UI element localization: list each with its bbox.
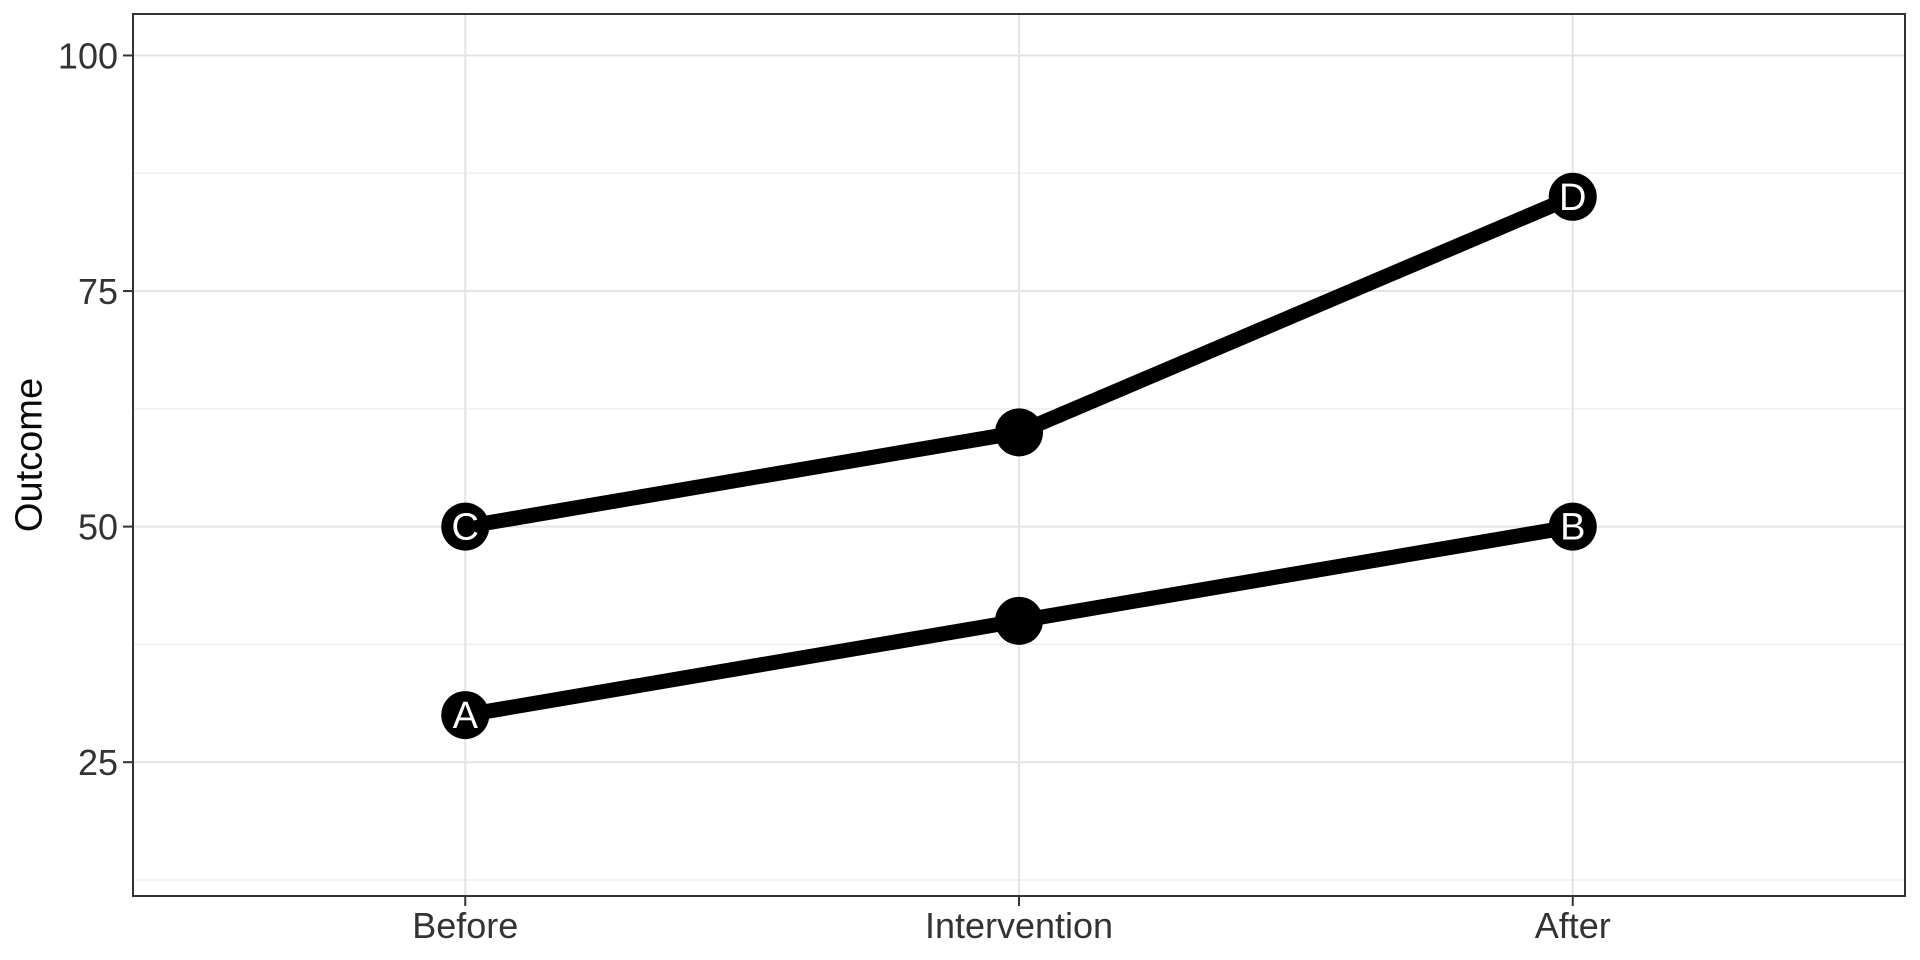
- y-tick-label: 25: [78, 742, 118, 783]
- y-tick-label: 75: [78, 271, 118, 312]
- data-point-upper-group-after: [1548, 172, 1597, 221]
- x-category-label: Intervention: [925, 905, 1113, 946]
- point-label-d: D: [1559, 177, 1586, 219]
- y-tick-label: 50: [78, 507, 118, 548]
- point-label-b: B: [1560, 507, 1585, 549]
- y-tick-label: 100: [58, 35, 118, 76]
- x-category-label: Before: [412, 905, 518, 946]
- point-label-a: A: [453, 695, 479, 737]
- point-label-c: C: [452, 507, 479, 549]
- x-category-label: After: [1535, 905, 1611, 946]
- data-point-lower-group-after: [1548, 502, 1597, 551]
- data-point-upper-group-before: [441, 502, 490, 551]
- data-point-upper-group-intervention: [995, 408, 1043, 457]
- data-point-lower-group-before: [441, 691, 490, 740]
- data-point-lower-group-intervention: [995, 596, 1043, 645]
- y-axis-title: Outcome: [8, 377, 51, 533]
